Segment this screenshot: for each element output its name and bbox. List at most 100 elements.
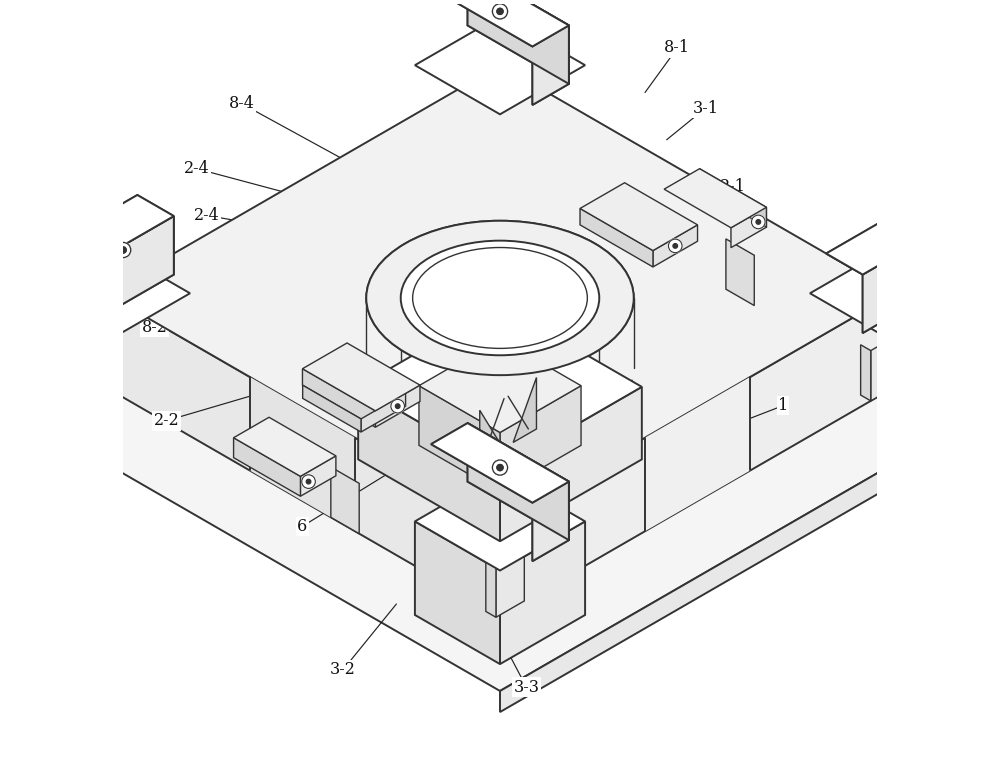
Polygon shape xyxy=(468,423,569,540)
Polygon shape xyxy=(331,467,359,533)
Polygon shape xyxy=(419,339,581,433)
Polygon shape xyxy=(73,216,174,333)
Polygon shape xyxy=(500,521,585,664)
Polygon shape xyxy=(826,195,964,275)
Circle shape xyxy=(497,8,503,14)
Polygon shape xyxy=(458,351,475,423)
Circle shape xyxy=(673,243,678,248)
Text: 2-4: 2-4 xyxy=(184,160,209,177)
Polygon shape xyxy=(731,208,766,248)
Circle shape xyxy=(492,4,508,19)
Polygon shape xyxy=(431,0,569,47)
Polygon shape xyxy=(302,343,420,410)
Polygon shape xyxy=(234,438,300,496)
Polygon shape xyxy=(496,551,524,617)
Polygon shape xyxy=(468,0,569,84)
Polygon shape xyxy=(532,25,569,105)
Polygon shape xyxy=(513,378,536,443)
Text: 8-1: 8-1 xyxy=(664,40,690,56)
Ellipse shape xyxy=(366,221,634,375)
Circle shape xyxy=(492,460,508,475)
Text: 2-4: 2-4 xyxy=(194,207,220,224)
Polygon shape xyxy=(500,387,1000,712)
Circle shape xyxy=(910,247,916,253)
Text: 7: 7 xyxy=(493,77,504,94)
Polygon shape xyxy=(480,410,503,462)
Text: 8-2: 8-2 xyxy=(141,319,167,336)
Polygon shape xyxy=(468,0,569,84)
Circle shape xyxy=(906,243,921,258)
Circle shape xyxy=(395,404,400,408)
Polygon shape xyxy=(36,195,174,275)
Polygon shape xyxy=(700,169,766,227)
Polygon shape xyxy=(415,16,585,114)
Circle shape xyxy=(910,247,916,253)
Polygon shape xyxy=(302,369,375,427)
Circle shape xyxy=(906,243,921,258)
Polygon shape xyxy=(73,216,174,333)
Circle shape xyxy=(497,8,503,14)
Circle shape xyxy=(302,475,315,488)
Polygon shape xyxy=(653,225,698,267)
Polygon shape xyxy=(303,385,361,432)
Polygon shape xyxy=(580,183,698,250)
Polygon shape xyxy=(36,253,73,333)
Polygon shape xyxy=(863,216,964,333)
Ellipse shape xyxy=(401,240,599,356)
Polygon shape xyxy=(431,423,569,503)
Polygon shape xyxy=(532,481,569,561)
Polygon shape xyxy=(664,169,766,228)
Text: 2-3: 2-3 xyxy=(692,432,718,449)
Polygon shape xyxy=(500,385,581,492)
Text: 2-1: 2-1 xyxy=(719,179,745,195)
Polygon shape xyxy=(500,387,642,541)
Polygon shape xyxy=(871,334,899,401)
Polygon shape xyxy=(895,293,980,436)
Polygon shape xyxy=(36,253,73,333)
Text: 3-2: 3-2 xyxy=(330,662,356,678)
Polygon shape xyxy=(415,472,585,571)
Polygon shape xyxy=(645,377,750,531)
Polygon shape xyxy=(105,293,500,615)
Text: 8-4: 8-4 xyxy=(229,95,255,112)
Circle shape xyxy=(668,239,682,253)
Circle shape xyxy=(497,465,503,471)
Polygon shape xyxy=(358,387,500,541)
Text: 3-1: 3-1 xyxy=(692,100,718,117)
Polygon shape xyxy=(580,208,653,267)
Polygon shape xyxy=(20,244,190,343)
Polygon shape xyxy=(234,417,336,476)
Circle shape xyxy=(306,479,311,484)
Circle shape xyxy=(492,4,508,19)
Circle shape xyxy=(116,243,131,258)
Polygon shape xyxy=(468,423,569,540)
Ellipse shape xyxy=(401,240,599,356)
Circle shape xyxy=(120,247,126,253)
Polygon shape xyxy=(105,65,895,521)
Polygon shape xyxy=(726,239,754,305)
Polygon shape xyxy=(486,561,496,617)
Polygon shape xyxy=(810,244,980,343)
Text: 8-3: 8-3 xyxy=(750,335,776,353)
Polygon shape xyxy=(415,521,500,664)
Polygon shape xyxy=(250,377,355,531)
Polygon shape xyxy=(375,385,420,427)
Circle shape xyxy=(116,243,131,258)
Text: 3-3: 3-3 xyxy=(513,678,539,696)
Polygon shape xyxy=(826,195,964,275)
Polygon shape xyxy=(532,25,569,105)
Polygon shape xyxy=(300,456,336,496)
Polygon shape xyxy=(20,293,105,436)
Circle shape xyxy=(756,220,761,224)
Circle shape xyxy=(492,460,508,475)
Text: 2-2: 2-2 xyxy=(154,412,179,430)
Text: 1: 1 xyxy=(778,398,788,414)
Polygon shape xyxy=(419,385,500,492)
Circle shape xyxy=(391,399,404,413)
Polygon shape xyxy=(358,305,642,468)
Ellipse shape xyxy=(366,221,634,375)
Polygon shape xyxy=(0,82,1000,691)
Circle shape xyxy=(120,247,126,253)
Polygon shape xyxy=(895,244,980,387)
Polygon shape xyxy=(861,345,871,401)
